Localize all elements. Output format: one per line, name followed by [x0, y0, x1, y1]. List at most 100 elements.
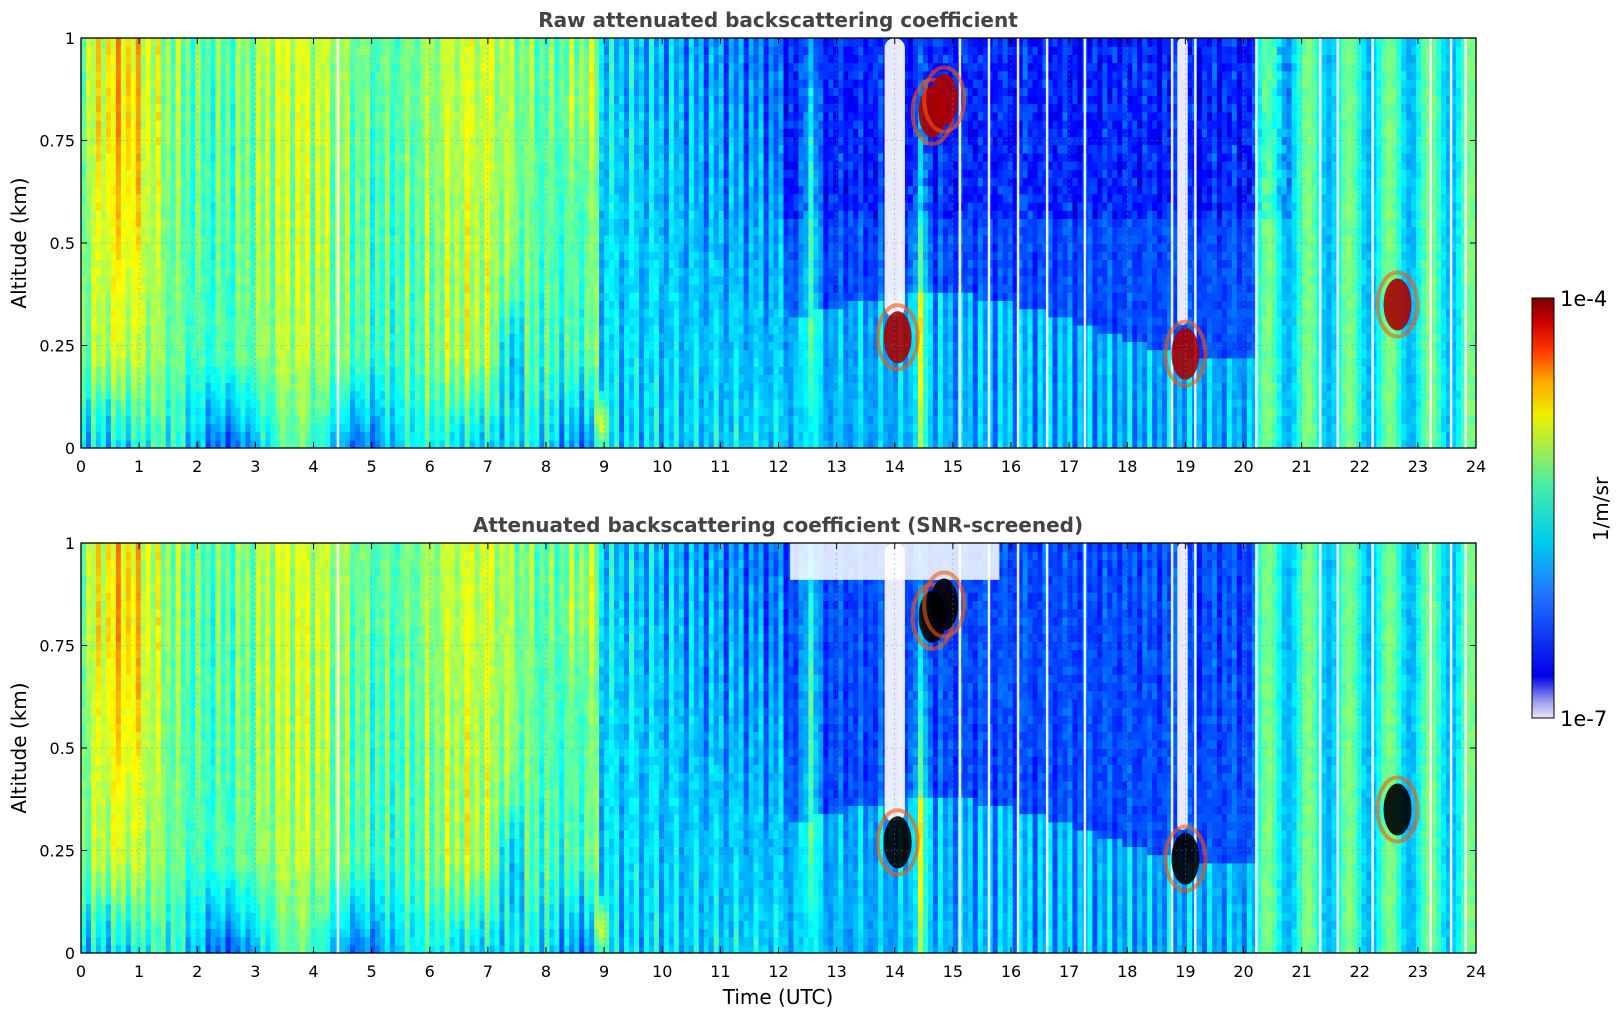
heatmap-cell	[165, 300, 172, 310]
heatmap-cell	[190, 325, 197, 334]
heatmap-cell	[280, 193, 286, 203]
heatmap-cell	[285, 243, 291, 252]
heatmap-cell	[549, 218, 555, 228]
heatmap-cell	[285, 185, 291, 195]
heatmap-cell	[464, 415, 471, 424]
heatmap-cell	[539, 120, 545, 129]
heatmap-cell	[100, 87, 107, 96]
heatmap-cell	[384, 390, 391, 400]
heatmap-cell	[409, 316, 416, 326]
heatmap-cell	[320, 144, 326, 154]
heatmap-cell	[180, 390, 187, 400]
heatmap-cell	[125, 79, 132, 88]
heatmap-cell	[125, 292, 132, 301]
heatmap-cell	[245, 415, 251, 424]
heatmap-cell	[454, 120, 461, 129]
heatmap-cell	[429, 349, 436, 359]
heatmap-cell	[110, 120, 117, 129]
heatmap-cell	[320, 284, 326, 293]
heatmap-cell	[160, 390, 167, 400]
heatmap-cell	[310, 390, 316, 400]
heatmap-cell	[300, 316, 306, 326]
heatmap-cell	[85, 120, 92, 129]
heatmap-cell	[459, 284, 466, 293]
heatmap-cell	[105, 144, 112, 154]
heatmap-cell	[115, 95, 122, 105]
heatmap-cell	[255, 407, 261, 416]
heatmap-cell	[290, 193, 296, 203]
heatmap-cell	[115, 226, 122, 236]
heatmap-cell	[330, 120, 336, 129]
heatmap-cell	[210, 46, 217, 55]
heatmap-cell	[469, 226, 476, 236]
heatmap-cell	[494, 415, 501, 424]
heatmap-cell	[280, 169, 286, 178]
heatmap-cell	[534, 439, 540, 448]
heatmap-cell	[205, 292, 212, 301]
heatmap-cell	[494, 185, 501, 195]
heatmap-cell	[225, 210, 232, 219]
heatmap-cell	[389, 292, 396, 301]
heatmap-cell	[210, 144, 217, 154]
heatmap-cell	[95, 193, 102, 203]
heatmap-cell	[135, 398, 142, 408]
heatmap-cell	[449, 423, 456, 433]
heatmap-cell	[414, 308, 421, 318]
heatmap-cell	[180, 374, 187, 383]
heatmap-cell	[120, 325, 127, 334]
heatmap-cell	[190, 120, 197, 129]
heatmap-cell	[325, 54, 331, 64]
heatmap-cell	[374, 439, 381, 448]
heatmap-cell	[484, 95, 491, 105]
heatmap-cell	[429, 374, 436, 383]
heatmap-cell	[130, 54, 137, 64]
heatmap-cell	[81, 103, 87, 113]
heatmap-cell	[185, 103, 192, 113]
heatmap-cell	[360, 349, 366, 359]
heatmap-cell	[195, 251, 202, 260]
heatmap-cell	[389, 275, 396, 285]
heatmap-raw	[81, 38, 1476, 448]
heatmap-cell	[295, 95, 301, 105]
heatmap-cell	[340, 79, 346, 88]
heatmap-cell	[100, 366, 107, 375]
heatmap-cell	[399, 407, 406, 416]
heatmap-cell	[240, 193, 247, 203]
heatmap-cell	[220, 251, 227, 260]
heatmap-cell	[205, 349, 212, 359]
heatmap-cell	[529, 243, 535, 252]
heatmap-cell	[250, 103, 256, 113]
heatmap-cell	[524, 103, 530, 113]
heatmap-cell	[195, 415, 202, 424]
heatmap-cell	[369, 210, 376, 219]
heatmap-cell	[350, 333, 356, 342]
heatmap-cell	[384, 333, 391, 342]
heatmap-cell	[295, 439, 301, 448]
heatmap-cell	[225, 284, 232, 293]
heatmap-cell	[539, 111, 545, 121]
heatmap-cell	[449, 284, 456, 293]
heatmap-cell	[509, 120, 516, 129]
heatmap-cell	[330, 333, 336, 342]
heatmap-cell	[100, 144, 107, 154]
heatmap-cell	[404, 185, 411, 195]
heatmap-cell	[130, 177, 137, 187]
heatmap-cell	[534, 185, 540, 195]
heatmap-cell	[195, 177, 202, 187]
heatmap-cell	[539, 308, 545, 318]
heatmap-cell	[374, 79, 381, 88]
heatmap-cell	[255, 439, 261, 448]
heatmap-cell	[419, 95, 426, 105]
heatmap-cell	[399, 38, 406, 47]
heatmap-cell	[240, 152, 247, 162]
heatmap-cell	[429, 210, 436, 219]
heatmap-cell	[145, 46, 152, 55]
heatmap-cell	[125, 284, 132, 293]
heatmap-cell	[439, 38, 446, 47]
heatmap-cell	[285, 316, 291, 326]
heatmap-cell	[345, 292, 351, 301]
heatmap-cell	[564, 267, 570, 277]
heatmap-cell	[235, 349, 242, 359]
heatmap-cell	[185, 144, 192, 154]
heatmap-cell	[434, 390, 441, 400]
